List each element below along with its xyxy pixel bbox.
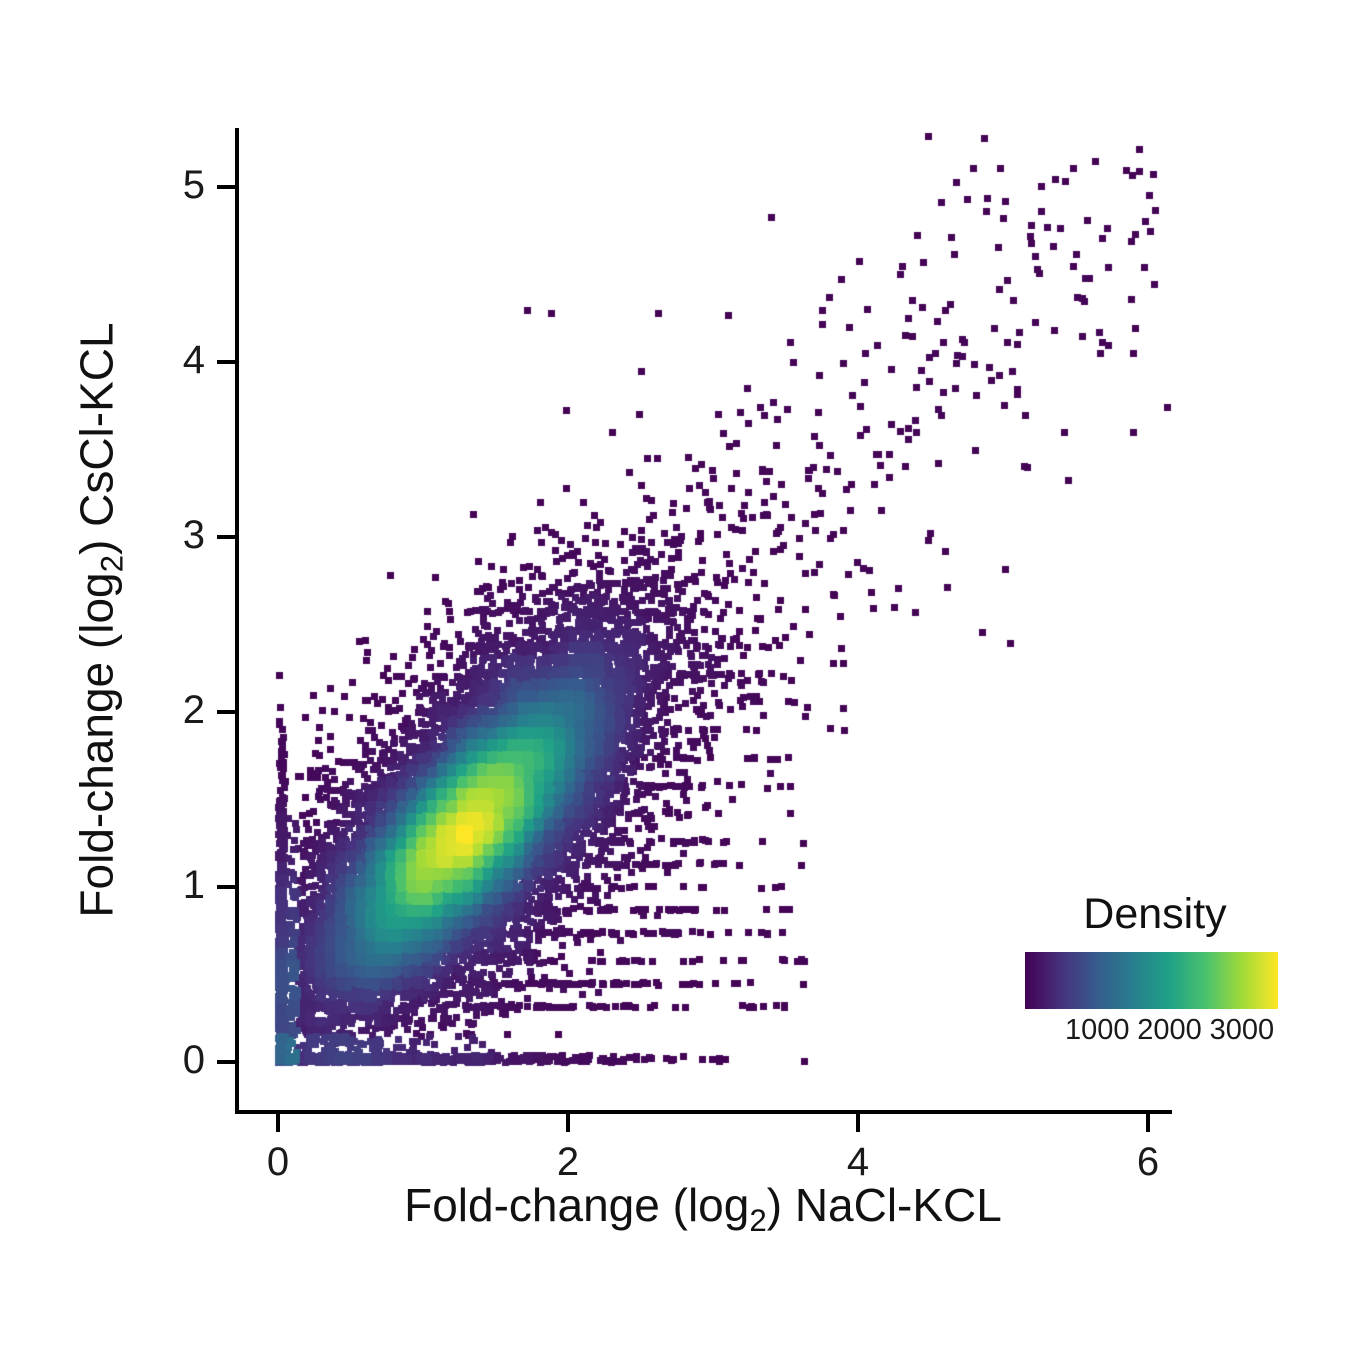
x-tick-label: 0 [266,1140,290,1184]
x-tick-label: 4 [846,1140,870,1184]
y-tick-label: 0 [182,1038,205,1082]
x-tick-mark [1146,1114,1150,1132]
legend-tick-label: 1000 [1065,1014,1130,1046]
y-tick-label: 1 [182,863,205,907]
y-tick-mark [217,360,235,364]
y-axis-title-subscript: 2 [94,554,130,573]
y-tick-label: 3 [182,513,205,557]
y-tick-label: 5 [182,163,205,207]
y-tick-mark [217,885,235,889]
y-axis-title: Fold-change (log2) CsCl-KCL [69,322,130,917]
y-tick-mark [217,535,235,539]
y-tick-label: 2 [182,688,205,732]
legend-title: Density [1083,890,1227,938]
x-tick-mark [276,1114,280,1132]
x-tick-mark [856,1114,860,1132]
y-axis-line [235,128,239,1114]
y-tick-mark [217,710,235,714]
legend-tick-label: 2000 [1137,1014,1202,1046]
legend-tick-label: 3000 [1209,1014,1275,1046]
x-axis-title-subscript: 2 [749,1203,767,1239]
x-axis-title: Fold-change (log2) NaCl-KCL [404,1178,1002,1239]
x-axis-title-text: Fold-change (log [404,1179,750,1231]
y-axis-title-text: Fold-change (log [70,572,123,918]
legend-colorbar-gradient [1025,952,1278,1009]
y-tick-mark [217,1060,235,1064]
y-tick-mark [217,185,235,189]
x-axis-line [235,1110,1172,1114]
x-tick-label: 2 [556,1140,580,1184]
y-tick-label: 4 [182,338,205,382]
x-tick-mark [566,1114,570,1132]
y-axis-title-suffix: ) CsCl-KCL [70,322,123,555]
x-tick-label: 6 [1136,1140,1160,1184]
x-axis-title-suffix: ) NaCl-KCL [766,1179,1002,1231]
